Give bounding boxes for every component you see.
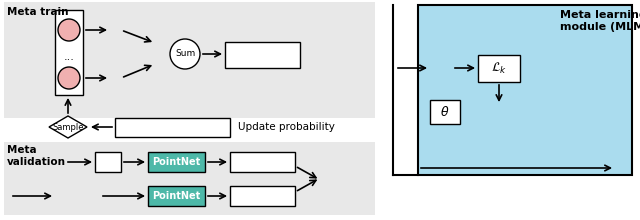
Text: Sum: Sum	[175, 50, 195, 59]
Bar	[418, 5, 632, 175]
Bar	[430, 100, 460, 124]
Polygon shape	[49, 116, 87, 138]
Text: Update probability: Update probability	[238, 122, 335, 132]
Bar	[225, 42, 300, 68]
Bar	[230, 152, 295, 172]
Text: $\mathcal{L}_k$: $\mathcal{L}_k$	[491, 61, 507, 75]
Circle shape	[170, 39, 200, 69]
Text: Meta
validation: Meta validation	[7, 145, 66, 167]
Bar	[115, 118, 230, 137]
Bar	[478, 55, 520, 82]
Text: $\theta$: $\theta$	[440, 105, 450, 119]
Bar	[148, 152, 205, 172]
Text: PointNet: PointNet	[152, 191, 200, 201]
Text: PointNet: PointNet	[152, 157, 200, 167]
Text: ...: ...	[63, 52, 74, 62]
Bar	[148, 186, 205, 206]
Bar	[4, 2, 375, 118]
Bar	[230, 186, 295, 206]
Text: Meta learning
module (MLM): Meta learning module (MLM)	[560, 10, 640, 32]
Text: Sample: Sample	[52, 123, 84, 132]
Bar	[55, 10, 83, 95]
Text: Meta train: Meta train	[7, 7, 68, 17]
Circle shape	[58, 67, 80, 89]
Bar	[4, 142, 375, 215]
Bar	[95, 152, 121, 172]
Circle shape	[58, 19, 80, 41]
